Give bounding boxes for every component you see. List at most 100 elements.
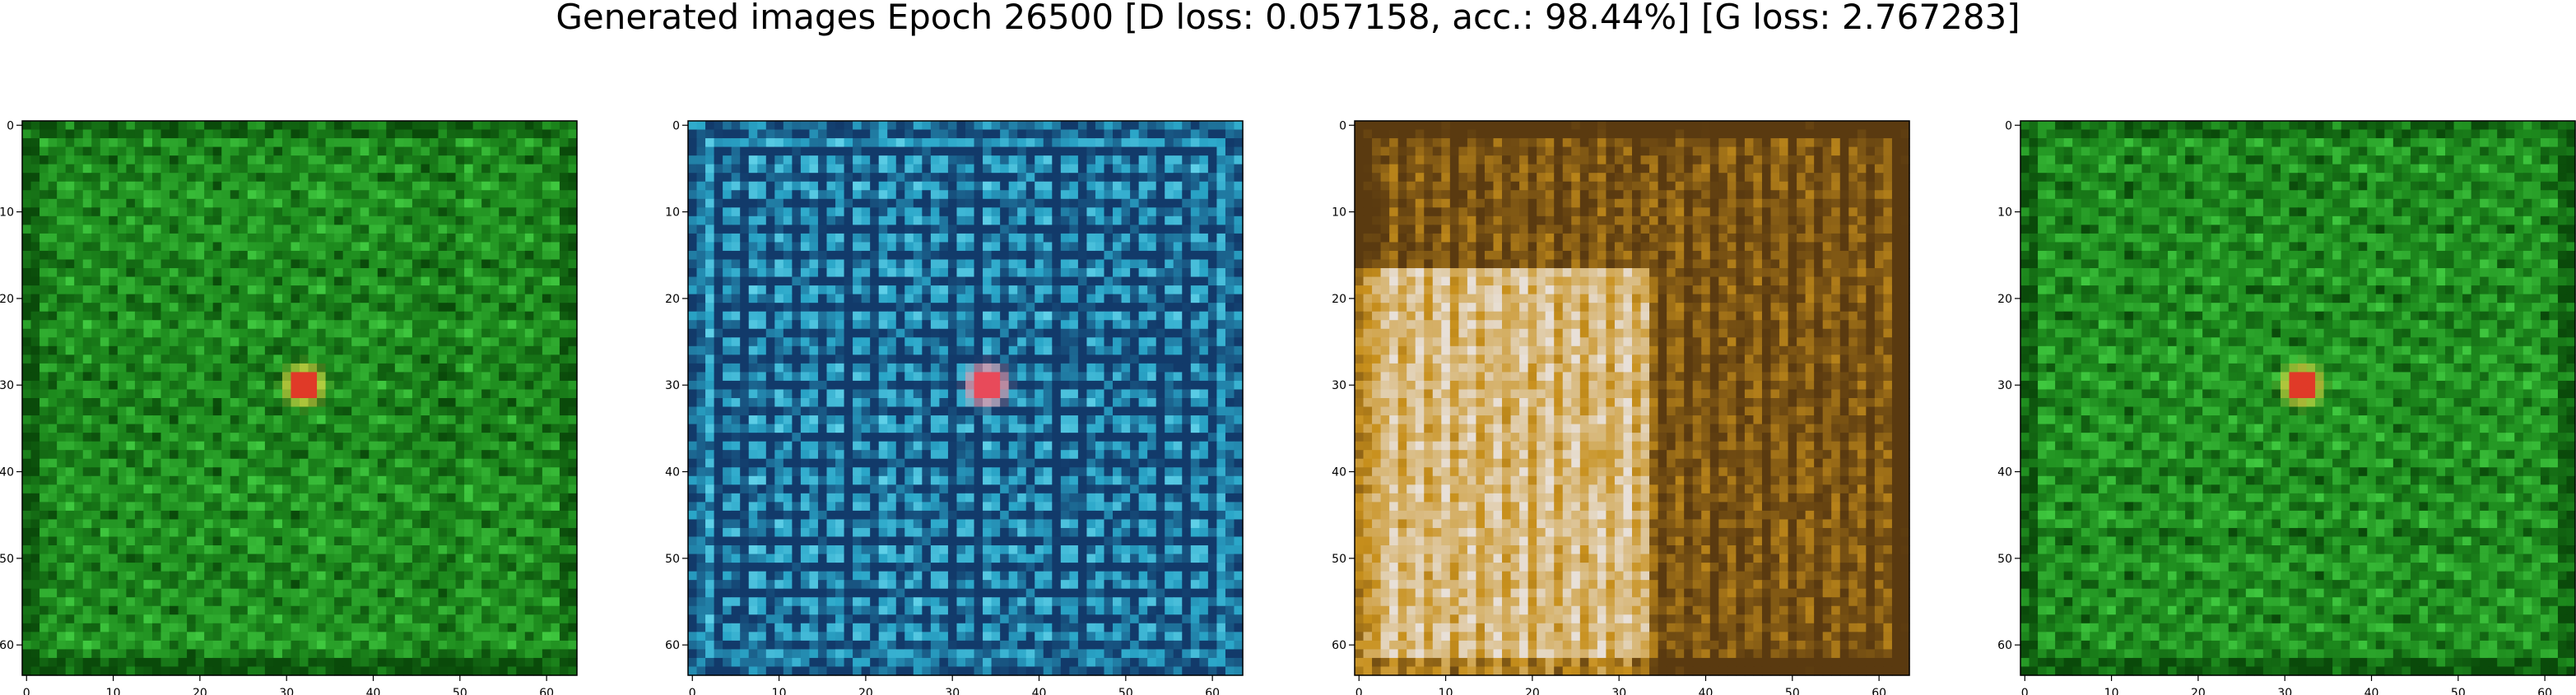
pixel <box>809 146 819 156</box>
pixel <box>377 563 387 572</box>
pixel <box>134 597 145 607</box>
pixel <box>1190 225 1200 234</box>
pixel <box>386 571 396 581</box>
pixel <box>524 450 534 460</box>
pixel <box>22 536 32 546</box>
pixel <box>178 415 188 425</box>
pixel <box>317 571 327 581</box>
pixel <box>878 173 888 183</box>
pixel <box>956 129 966 139</box>
pixel <box>360 250 370 261</box>
pixel <box>1225 181 1235 191</box>
pixel <box>723 207 732 217</box>
pixel <box>559 580 570 590</box>
pixel <box>342 320 352 330</box>
pixel <box>342 406 352 416</box>
pixel <box>300 458 309 468</box>
pixel <box>187 337 197 347</box>
pixel <box>429 649 439 659</box>
pixel <box>1000 164 1010 174</box>
pixel <box>1008 138 1018 148</box>
pixel <box>264 510 275 521</box>
pixel <box>464 580 474 590</box>
pixel <box>247 614 257 624</box>
pixel <box>740 146 750 156</box>
pixel <box>360 605 370 615</box>
pixel <box>481 433 491 442</box>
pixel <box>247 198 257 208</box>
pixel <box>403 605 413 615</box>
pixel <box>809 173 819 183</box>
pixel <box>291 519 300 529</box>
pixel <box>65 415 75 425</box>
pixel <box>342 354 352 364</box>
pixel <box>403 527 413 538</box>
pixel <box>40 536 49 546</box>
pixel <box>291 666 300 676</box>
pixel <box>748 138 758 148</box>
pixel <box>455 536 465 546</box>
pixel <box>360 242 370 252</box>
pixel <box>878 207 888 217</box>
pixel <box>360 345 370 355</box>
pixel <box>40 510 49 521</box>
pixel <box>464 389 474 399</box>
pixel <box>895 215 905 225</box>
pixel <box>438 276 448 286</box>
pixel <box>134 475 145 485</box>
pixel <box>256 510 266 521</box>
pixel <box>187 155 197 165</box>
pixel <box>472 649 482 659</box>
pixel <box>30 433 40 442</box>
pixel <box>524 320 534 330</box>
pixel <box>57 129 67 139</box>
pixel <box>273 389 283 399</box>
pixel <box>308 372 318 382</box>
pixel <box>559 433 570 442</box>
pixel <box>308 398 318 408</box>
pixel <box>325 294 335 303</box>
pixel <box>524 545 534 555</box>
pixel <box>281 285 292 295</box>
pixel <box>178 623 188 632</box>
pixel <box>551 259 560 269</box>
pixel <box>239 519 249 529</box>
pixel <box>308 294 318 303</box>
pixel <box>221 406 231 416</box>
pixel <box>524 554 534 563</box>
pixel <box>568 580 578 590</box>
pixel <box>325 467 335 477</box>
pixel <box>447 328 457 338</box>
pixel <box>57 623 67 632</box>
pixel <box>212 536 222 546</box>
pixel <box>757 181 767 191</box>
pixel <box>421 571 430 581</box>
pixel <box>516 433 526 442</box>
pixel <box>809 233 819 243</box>
pixel <box>524 146 534 156</box>
pixel <box>291 181 300 191</box>
pixel <box>82 337 92 347</box>
pixel <box>281 233 292 243</box>
pixel <box>65 138 75 148</box>
pixel <box>230 380 239 391</box>
pixel <box>325 433 335 442</box>
pixel <box>82 502 92 512</box>
pixel <box>455 121 465 131</box>
pixel <box>30 198 40 208</box>
pixel <box>386 320 396 330</box>
pixel <box>939 121 949 131</box>
pixel <box>403 415 413 425</box>
pixel <box>1130 129 1140 139</box>
pixel <box>334 164 344 174</box>
pixel <box>57 225 67 234</box>
pixel <box>30 597 40 607</box>
pixel <box>264 198 275 208</box>
pixel <box>178 164 188 174</box>
pixel <box>351 285 361 295</box>
pixel <box>429 129 439 139</box>
pixel <box>351 276 361 286</box>
pixel <box>300 519 309 529</box>
pixel <box>230 328 239 338</box>
pixel <box>247 415 257 425</box>
